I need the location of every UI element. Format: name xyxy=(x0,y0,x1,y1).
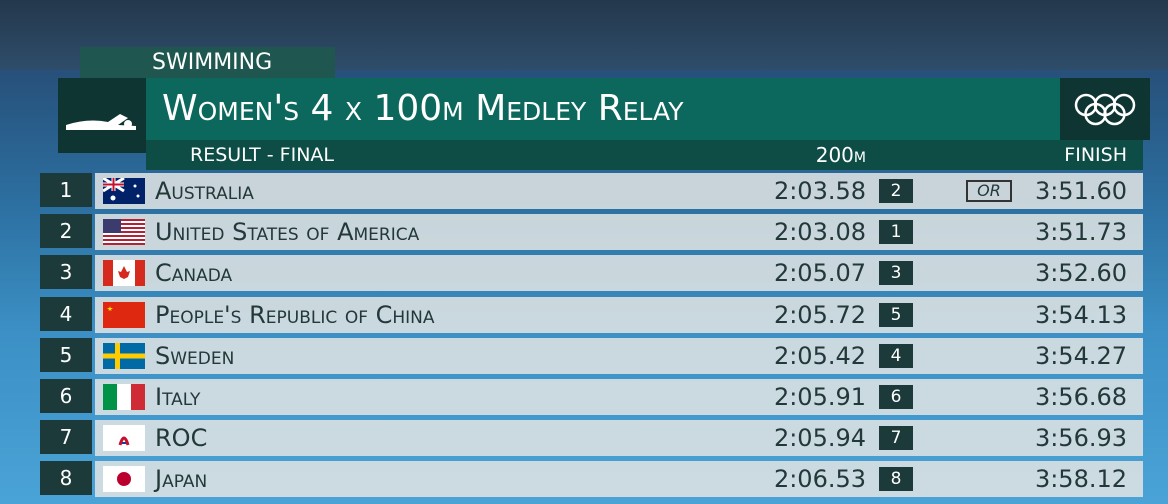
split-rank: 7 xyxy=(879,426,913,451)
row-bar xyxy=(95,255,1143,292)
country: People's Republic of China xyxy=(155,300,435,329)
country: United States of America xyxy=(155,218,420,247)
rank: 1 xyxy=(40,173,92,207)
flag-art xyxy=(103,425,145,452)
result-label: RESULT - FINAL xyxy=(190,144,335,166)
flag xyxy=(103,342,145,369)
finish-time: 3:51.60 xyxy=(1034,177,1127,205)
country: Australia xyxy=(155,177,254,205)
finish-time: 3:52.60 xyxy=(1034,259,1127,288)
split-rank: 4 xyxy=(879,343,913,368)
finish-time: 3:58.12 xyxy=(1034,465,1127,494)
row-bar xyxy=(95,420,1143,457)
rank: 7 xyxy=(40,420,92,455)
flag xyxy=(103,466,145,493)
row-bar xyxy=(95,296,1143,333)
rank: 6 xyxy=(40,379,92,413)
split-time: 2:03.08 xyxy=(773,218,866,247)
split-rank: 8 xyxy=(879,467,913,492)
rank: 8 xyxy=(40,461,92,496)
finish-time: 3:51.73 xyxy=(1034,218,1127,247)
row-bar xyxy=(95,337,1143,374)
flag xyxy=(102,176,145,204)
flag xyxy=(103,301,145,328)
country: ROC xyxy=(155,424,208,453)
rank: 3 xyxy=(40,255,92,290)
row-bar xyxy=(95,379,1143,415)
pictogram-box xyxy=(58,78,146,153)
flag xyxy=(103,260,145,287)
rings-box xyxy=(1060,78,1150,140)
subheader-bar xyxy=(146,140,1143,170)
split-rank: 6 xyxy=(879,385,913,409)
flag xyxy=(103,384,145,410)
finish-time: 3:56.93 xyxy=(1034,424,1127,453)
swim-pictogram xyxy=(66,114,136,130)
flag-art xyxy=(103,260,145,287)
flag-art xyxy=(102,176,145,204)
split-rank: 2 xyxy=(879,179,913,203)
flag xyxy=(103,425,145,452)
flag xyxy=(103,219,145,246)
sport-tab: SWIMMING xyxy=(80,47,335,78)
flag-art xyxy=(103,301,145,328)
flag-art xyxy=(103,384,145,410)
split-time: 2:05.94 xyxy=(773,424,866,453)
country: Italy xyxy=(155,383,201,411)
olympic-rings xyxy=(1074,93,1136,126)
split-label: 200m xyxy=(815,143,866,167)
flag-art xyxy=(103,466,145,493)
row-bar xyxy=(95,173,1143,209)
split-time: 2:03.58 xyxy=(773,177,866,205)
split-rank: 3 xyxy=(879,261,913,286)
country: Canada xyxy=(155,259,233,288)
event-title: Women's 4 x 100m Medley Relay xyxy=(146,78,1060,140)
flag-art xyxy=(103,219,145,246)
finish-time: 3:54.27 xyxy=(1034,341,1127,370)
split-time: 2:05.72 xyxy=(773,300,866,329)
split-time: 2:06.53 xyxy=(773,465,866,494)
flag-art xyxy=(103,342,145,369)
finish-label: FINISH xyxy=(1064,144,1127,166)
split-time: 2:05.91 xyxy=(773,383,866,411)
split-rank: 1 xyxy=(879,220,913,245)
row-bar xyxy=(95,461,1143,498)
record-badge: OR xyxy=(966,180,1012,202)
rank: 5 xyxy=(40,337,92,372)
finish-time: 3:54.13 xyxy=(1034,300,1127,329)
finish-time: 3:56.68 xyxy=(1034,383,1127,411)
country: Sweden xyxy=(155,341,235,370)
split-time: 2:05.07 xyxy=(773,259,866,288)
rank: 2 xyxy=(40,214,92,249)
country: Japan xyxy=(155,465,208,494)
split-time: 2:05.42 xyxy=(773,341,866,370)
row-bar xyxy=(95,214,1143,251)
split-rank: 5 xyxy=(879,302,913,327)
rank: 4 xyxy=(40,296,92,331)
